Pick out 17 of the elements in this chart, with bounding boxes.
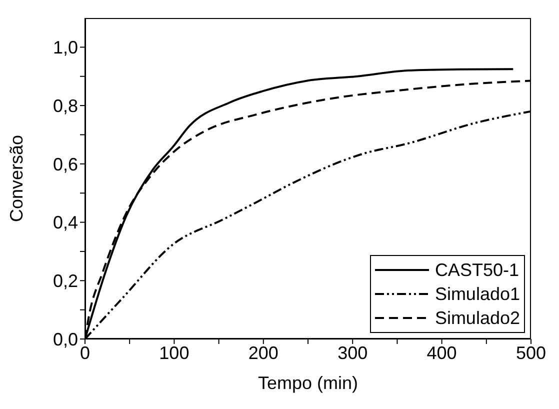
x-tick-label: 100 xyxy=(159,342,190,363)
legend-label: Simulado2 xyxy=(434,307,520,330)
x-axis-title: Tempo (min) xyxy=(258,373,358,393)
y-tick-label: 0,2 xyxy=(52,271,78,292)
y-tick-label: 0,6 xyxy=(52,154,78,174)
legend-label: CAST50-1 xyxy=(434,259,519,282)
y-tick-label: 0,4 xyxy=(52,212,78,233)
x-tick-label: 0 xyxy=(80,342,90,363)
y-axis-title: Conversão xyxy=(6,134,26,222)
y-tick-label: 1,0 xyxy=(52,38,78,58)
x-tick-label: 300 xyxy=(338,342,368,363)
y-tick-label: 0,0 xyxy=(52,329,78,350)
y-tick-label: 0,8 xyxy=(52,96,78,116)
x-tick-label: 500 xyxy=(516,342,546,363)
legend-label: Simulado1 xyxy=(434,283,520,306)
x-tick-label: 400 xyxy=(426,342,457,363)
x-tick-label: 200 xyxy=(248,342,278,363)
